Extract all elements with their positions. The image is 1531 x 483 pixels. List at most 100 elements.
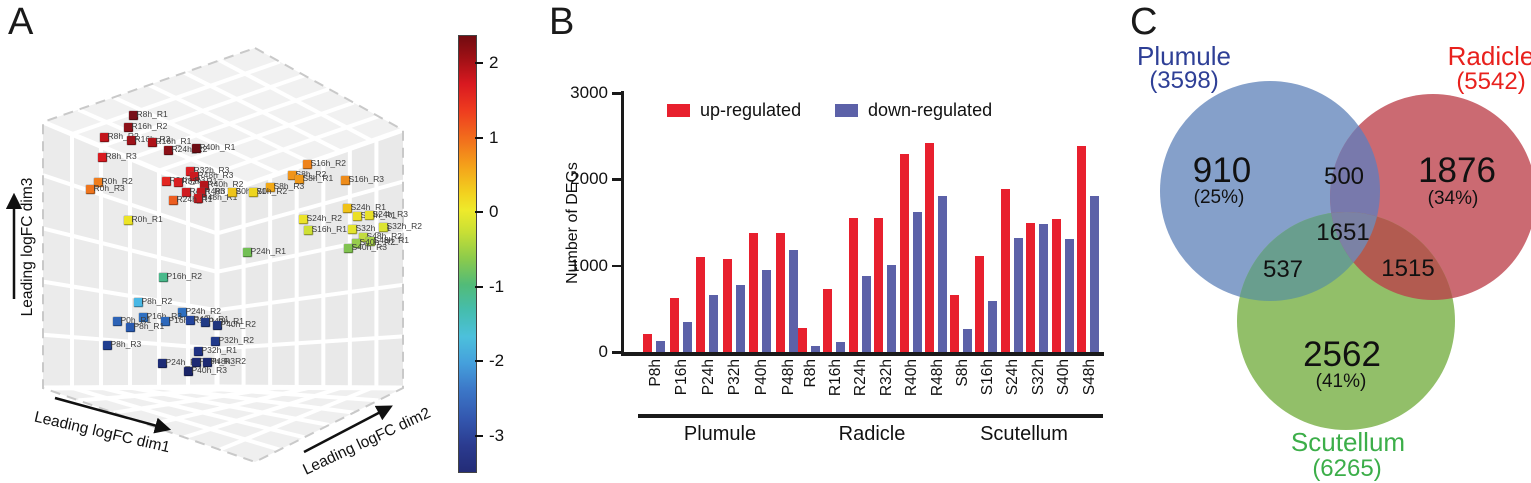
- mds-point-label: S16h_R3: [348, 173, 384, 184]
- mds-point-label: P16h_R2: [166, 270, 202, 281]
- mds-point: S40h_R2: [351, 237, 395, 248]
- x-tick-label: R8h: [801, 359, 819, 388]
- mds-point-label: P16h_R3: [146, 310, 182, 321]
- mds-point-label: P24h_R2: [185, 305, 221, 316]
- mds-point: P40h_R3: [183, 365, 227, 376]
- cube-gridline: [183, 385, 342, 440]
- y-axis-arrow: [303, 405, 393, 454]
- venn-pct-plumule-only: (25%): [1193, 187, 1245, 208]
- mds-point: R24h_R2: [163, 144, 207, 155]
- mds-point: S8h_R1: [294, 173, 333, 184]
- mds-point: S32h_R2: [378, 221, 422, 232]
- mds-point-label: S24h_R1: [350, 201, 386, 212]
- mds-point-label: P8h_R3: [110, 338, 142, 349]
- mds-point-label: R40h_R2: [207, 178, 244, 189]
- x-tick-label: S16h: [978, 359, 996, 396]
- mds-point-label: S24h_R2: [306, 212, 342, 223]
- mds-point-label: P48h_R1: [193, 313, 229, 324]
- mds-point: P16h_R2: [158, 271, 202, 282]
- bar-down-P8h: [656, 340, 665, 352]
- cube-gridline: [113, 385, 280, 415]
- mds-point-label: R8h_R3: [105, 150, 137, 161]
- venn-count-radicle-scutellum: 1515: [1381, 255, 1435, 282]
- mds-point: R8h_R1: [128, 109, 168, 120]
- y-tick-label: 3000: [570, 83, 608, 102]
- mds-point: P8h_R2: [133, 296, 172, 307]
- mds-point: S40h_R1: [352, 210, 396, 221]
- venn-set-name-scutellum: Scutellum: [1290, 427, 1406, 457]
- mds-point: S24h_R1: [342, 202, 386, 213]
- bar-up-R40h: [899, 154, 909, 352]
- x-tick-label: P24h: [699, 359, 717, 396]
- bar-up-R48h: [925, 143, 934, 352]
- mds-point-label: R16h_R1: [155, 135, 192, 146]
- cube-gridline: [148, 385, 311, 427]
- mds-point-label: P32h_R2: [218, 334, 254, 345]
- mds-point-label: P24h_R1: [250, 245, 286, 256]
- mds-point: P16h_R3: [138, 311, 182, 322]
- x-tick-label: S24h: [1004, 359, 1022, 396]
- bar-up-R32h: [874, 218, 884, 352]
- venn-count-plumule-scutellum: 537: [1262, 256, 1304, 283]
- mds-point: R0h_R3: [85, 183, 125, 194]
- mds-point-label: S16h_R2: [310, 157, 346, 168]
- venn-count-all-three: 1651: [1316, 219, 1370, 246]
- cube-gridline: [129, 87, 330, 161]
- venn-diagram: [1160, 81, 1531, 430]
- bar-up-P48h: [776, 233, 785, 352]
- bar-down-S32h: [1039, 223, 1049, 352]
- mds-point-label: R0h_R2: [101, 175, 133, 186]
- bar-up-P32h: [722, 259, 732, 352]
- bar-up-S8h: [950, 295, 959, 352]
- colorbar-tick-label: 1: [489, 127, 499, 147]
- bar-down-R40h: [912, 211, 922, 352]
- mds-point: R40h_R3: [181, 186, 225, 197]
- venn-set-name-radicle: Radicle: [1447, 41, 1531, 71]
- bar-down-S16h: [988, 301, 998, 352]
- mds-point-label: R8h_R2: [107, 130, 139, 141]
- bar-up-R8h: [798, 327, 807, 352]
- mds-point: S0h_R1: [227, 186, 266, 197]
- mds-point: S24h_R3: [364, 209, 408, 220]
- mds-point-label: S48h_R1: [373, 234, 409, 245]
- mds-point: R8h_R2: [99, 131, 139, 142]
- mds-point-label: P40h_R1: [208, 315, 244, 326]
- bar-down-P32h: [735, 285, 745, 352]
- mds-point-label: S0h_R2: [256, 185, 288, 196]
- venn-overlap-radicle-scutellum: [1330, 212, 1455, 300]
- x-tick-label: P8h: [646, 359, 664, 387]
- legend-label-down-regulated: down-regulated: [868, 100, 993, 120]
- group-label-Scutellum: Scutellum: [980, 423, 1068, 445]
- mds-point-label: S24h_R3: [372, 208, 408, 219]
- mds-point: S8h_R3: [265, 181, 304, 192]
- bar-up-S40h: [1051, 219, 1061, 352]
- bar-down-P16h: [682, 322, 692, 352]
- mds-point: R16h_R2: [123, 121, 167, 132]
- mds-point: R32h_R3: [185, 165, 229, 176]
- mds-point: P24h_R3: [157, 357, 201, 368]
- mds-point: R48h_R2: [196, 186, 240, 197]
- x-tick-label: S40h: [1055, 359, 1073, 396]
- mds-point-label: S16h_R1: [311, 223, 347, 234]
- x-tick-label: R32h: [877, 359, 895, 397]
- group-underline-Plumule: [638, 414, 802, 418]
- x-tick-label: P48h: [779, 359, 797, 396]
- mds-point: S24h_R2: [298, 213, 342, 224]
- mds-point: R48h_R1: [193, 192, 237, 203]
- mds-point-label: P40h_R3: [191, 364, 227, 375]
- x-tick-label: S32h: [1029, 359, 1047, 396]
- cube-edge: [42, 384, 218, 391]
- mds-point: R16h_R1: [147, 136, 191, 147]
- mds-point-label: R48h_R2: [204, 185, 241, 196]
- y-tick-label: 1000: [570, 255, 608, 275]
- bar-up-P24h: [696, 257, 706, 352]
- mds-point: P48h_R1: [185, 314, 229, 325]
- venn-pct-radicle-only: (34%): [1427, 188, 1479, 209]
- mds-point-label: S48h_R2: [366, 230, 402, 241]
- y-tick-mark: [612, 92, 621, 95]
- mds-point-label: P24h_R3: [165, 356, 201, 367]
- colorbar-tick: [475, 360, 483, 363]
- mds-point-label: P0h_R1: [120, 314, 152, 325]
- mds-point: S40h_R3: [343, 242, 387, 253]
